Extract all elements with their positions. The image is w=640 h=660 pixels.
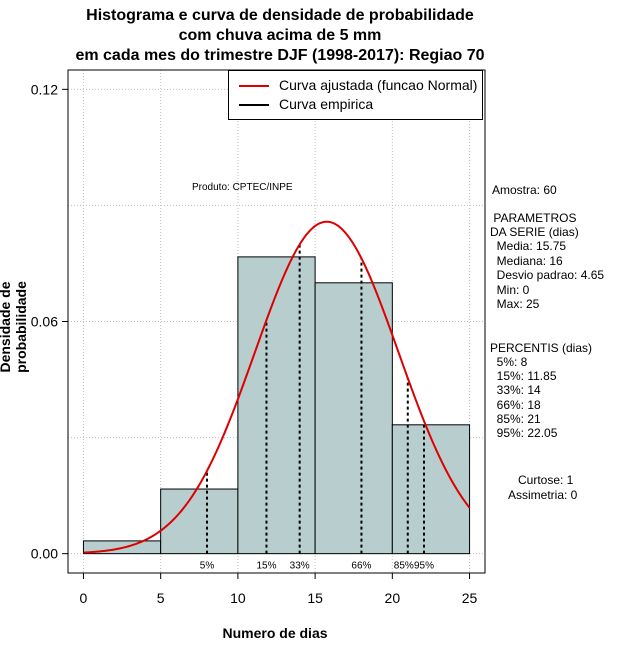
x-axis-label: Numero de dias (222, 625, 328, 641)
percentil-33: 33%: 14 (490, 383, 541, 397)
legend-fitted-label: Curva ajustada (funcao Normal) (279, 77, 478, 93)
fitted-normal-curve (83, 220, 471, 554)
legend: Curva ajustada (funcao Normal) Curva emp… (228, 70, 483, 120)
x-tick-label: 10 (230, 590, 246, 606)
bars-layer (82, 256, 471, 555)
param-max: Max: 25 (490, 297, 540, 311)
params-title-2: DA SERIE (dias) (490, 225, 579, 239)
percentil-95: 95%: 22.05 (490, 426, 558, 440)
title-line-1: Histograma e curva de densidade de proba… (86, 7, 474, 24)
percentile-label: 85% (394, 561, 414, 572)
histogram-bar (391, 424, 471, 555)
percentil-5: 5%: 8 (490, 355, 528, 369)
params-title-1: PARAMETROS (490, 211, 577, 225)
kurtosis: Curtose: 1 (518, 473, 574, 487)
param-median: Mediana: 16 (490, 254, 563, 268)
source-label: Produto: CPTEC/INPE (192, 182, 293, 193)
legend-item-empirical: Curva empirica (239, 96, 373, 112)
x-tick-label: 15 (307, 590, 323, 606)
histogram-bar (237, 256, 316, 555)
param-min: Min: 0 (490, 283, 530, 297)
x-tick-label: 25 (462, 590, 478, 606)
y-tick-label: 0.12 (31, 81, 58, 97)
y-tick-label: 0.06 (31, 314, 58, 330)
title-line-3: em cada mes do trimestre DJF (1998-2017)… (75, 47, 485, 64)
axes-layer: 0 5 10 15 20 25 0.00 0.06 0.12 (31, 69, 486, 606)
x-tick-label: 20 (385, 590, 401, 606)
percentile-label: 33% (290, 561, 310, 572)
y-tick-label: 0.00 (31, 546, 58, 562)
percentil-85: 85%: 21 (490, 412, 541, 426)
sample-size: Amostra: 60 (492, 183, 557, 197)
percentis-title: PERCENTIS (dias) (490, 341, 593, 355)
x-tick-label: 5 (157, 590, 165, 606)
legend-empirical-label: Curva empirica (279, 96, 374, 112)
histogram-bar (160, 488, 239, 555)
param-mean: Media: 15.75 (490, 239, 567, 253)
skewness: Assimetria: 0 (508, 488, 578, 502)
percentile-label: 5% (200, 561, 215, 572)
legend-item-fitted: Curva ajustada (funcao Normal) (239, 77, 477, 93)
curve-layer (83, 220, 471, 554)
histogram-bar (314, 282, 393, 555)
percentile-label: 95% (414, 561, 434, 572)
y-axis-label: Densidade de probabilidade (0, 281, 29, 373)
percentile-label: 66% (351, 561, 371, 572)
percentile-layer: 5% 15% 33% 66% 85% 95% (200, 244, 434, 572)
black-line-icon (239, 104, 269, 107)
param-sd: Desvio padrao: 4.65 (490, 268, 605, 282)
percentil-15: 15%: 11.85 (490, 369, 557, 383)
red-line-icon (239, 85, 269, 88)
x-tick-label: 0 (80, 590, 88, 606)
percentil-66: 66%: 18 (490, 398, 541, 412)
percentile-label: 15% (256, 561, 276, 572)
title-line-2: com chuva acima de 5 mm (178, 27, 382, 44)
